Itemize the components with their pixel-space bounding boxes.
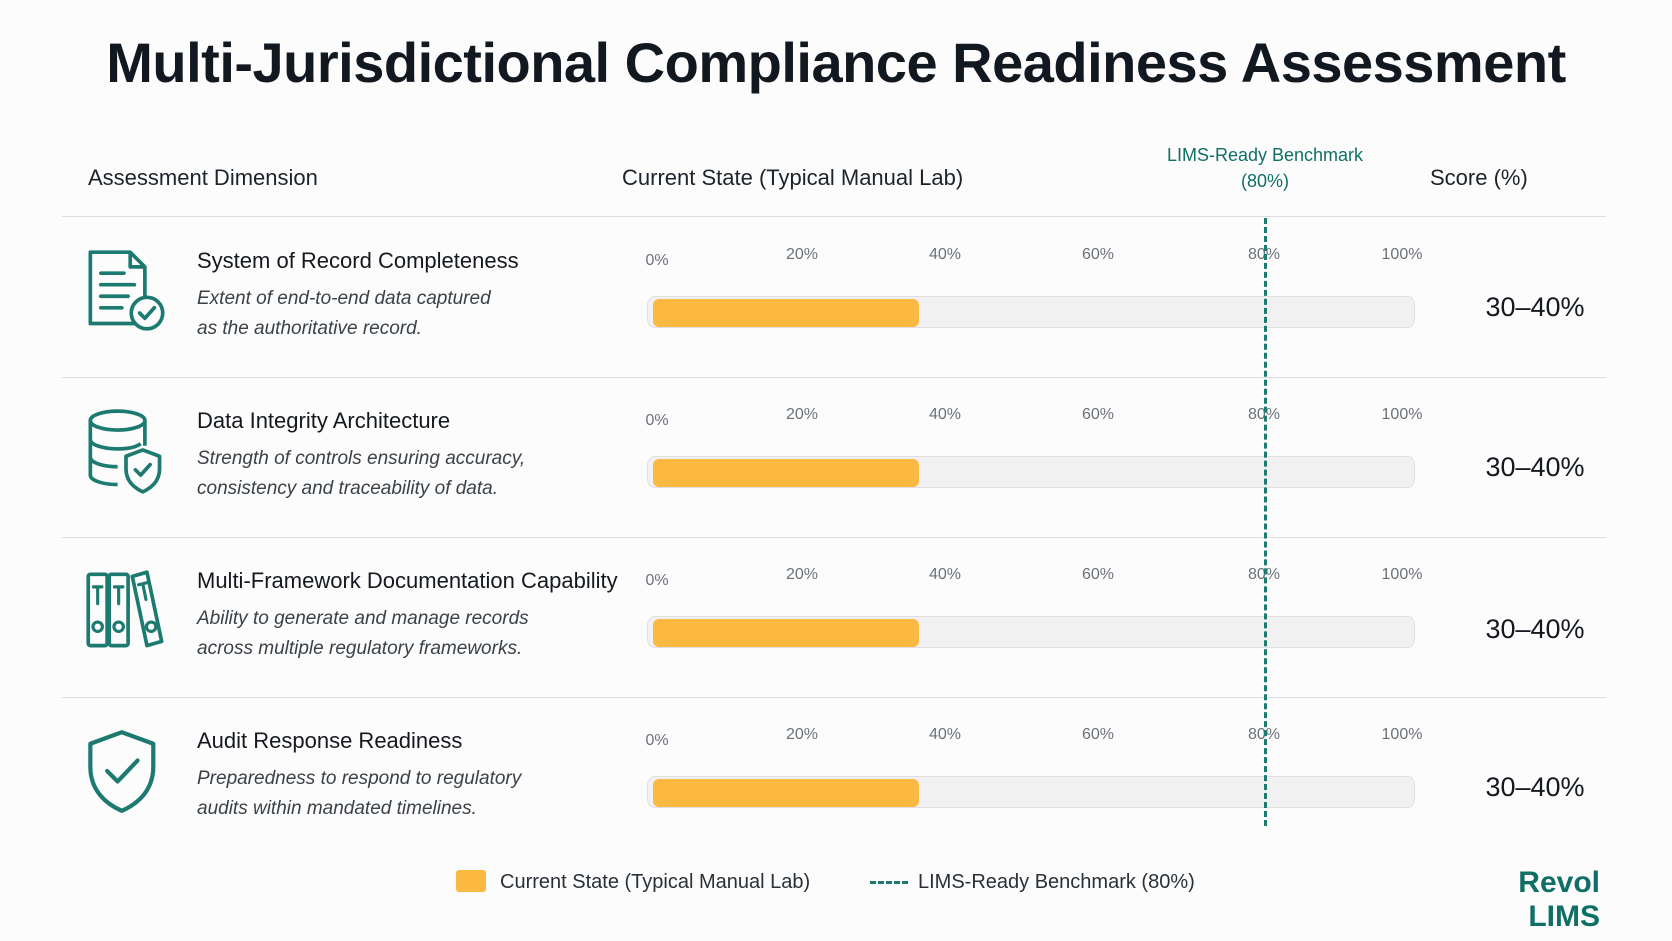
tick-label: 0% [645, 412, 669, 429]
shield-check-icon [86, 728, 166, 814]
bar-current-state [653, 619, 919, 647]
database-shield-icon [86, 408, 166, 494]
bar-track [647, 776, 1415, 808]
benchmark-line [1264, 218, 1267, 826]
tick-label: 40% [928, 566, 962, 583]
bar-track [647, 456, 1415, 488]
header-benchmark-line1: LIMS-Ready Benchmark [1166, 145, 1364, 165]
header-score: Score (%) [1430, 165, 1528, 190]
row-description-line1: Extent of end-to-end data captured [197, 288, 491, 309]
row-divider [62, 377, 1606, 378]
tick-label: 60% [1081, 726, 1115, 743]
row-description-line2: consistency and traceability of data. [197, 478, 499, 499]
header-dimension: Assessment Dimension [88, 165, 318, 190]
bar-current-state [653, 779, 919, 807]
document-check-icon [86, 248, 166, 334]
header-benchmark-line2: (80%) [1240, 171, 1289, 191]
row-title: Audit Response Readiness [197, 728, 463, 753]
tick-label: 20% [785, 406, 819, 423]
row-description: Preparedness to respond to regulatory aud… [197, 764, 597, 824]
row-description-line2: as the authoritative record. [197, 318, 422, 339]
tick-label: 40% [928, 246, 962, 263]
row-description-line2: audits within mandated timelines. [197, 798, 477, 819]
bar-current-state [653, 459, 919, 487]
row-title: Data Integrity Architecture [197, 408, 451, 433]
legend-label-benchmark: LIMS-Ready Benchmark (80%) [918, 871, 1195, 893]
tick-label: 40% [928, 726, 962, 743]
row-description-line1: Ability to generate and manage records [197, 608, 529, 629]
tick-label: 100% [1381, 726, 1423, 743]
row-divider [62, 537, 1606, 538]
bar-track [647, 616, 1415, 648]
header-benchmark: LIMS-Ready Benchmark (80%) [1140, 142, 1390, 194]
chart-row: System of Record Completeness Extent of e… [0, 218, 1672, 378]
legend-dash-benchmark [870, 881, 908, 884]
row-description: Ability to generate and manage records ac… [197, 604, 597, 664]
header-divider [62, 216, 1606, 217]
brand-logo: Revol LIMS [1518, 866, 1600, 933]
tick-label: 20% [785, 566, 819, 583]
tick-label: 100% [1381, 406, 1423, 423]
row-description: Strength of controls ensuring accuracy, c… [197, 444, 597, 504]
chart-row: Audit Response Readiness Preparedness to … [0, 698, 1672, 858]
tick-label: 60% [1081, 406, 1115, 423]
row-score: 30–40% [1485, 772, 1585, 802]
legend-label-current: Current State (Typical Manual Lab) [500, 871, 811, 893]
chart-row: Multi-Framework Documentation Capability… [0, 538, 1672, 698]
binders-icon [86, 568, 166, 654]
tick-label: 0% [645, 252, 669, 269]
row-score: 30–40% [1485, 452, 1585, 482]
tick-label: 60% [1081, 246, 1115, 263]
tick-label: 20% [785, 726, 819, 743]
chart-row: Data Integrity Architecture Strength of c… [0, 378, 1672, 538]
tick-label: 0% [645, 732, 669, 749]
tick-label: 100% [1381, 246, 1423, 263]
bar-track [647, 296, 1415, 328]
row-score: 30–40% [1485, 614, 1585, 644]
header-current-state: Current State (Typical Manual Lab) [622, 165, 964, 190]
row-description: Extent of end-to-end data captured as the… [197, 284, 597, 344]
tick-label: 0% [645, 572, 669, 589]
chart-title: Multi-Jurisdictional Compliance Readines… [106, 31, 1566, 94]
row-description-line1: Preparedness to respond to regulatory [197, 768, 522, 789]
row-description-line1: Strength of controls ensuring accuracy, [197, 448, 526, 469]
row-divider [62, 697, 1606, 698]
tick-label: 40% [928, 406, 962, 423]
tick-label: 60% [1081, 566, 1115, 583]
tick-label: 100% [1381, 566, 1423, 583]
row-description-line2: across multiple regulatory frameworks. [197, 638, 523, 659]
row-score: 30–40% [1485, 292, 1585, 322]
row-title: Multi-Framework Documentation Capability [197, 568, 618, 593]
legend-swatch-current [456, 870, 486, 892]
row-title: System of Record Completeness [197, 248, 519, 273]
tick-label: 20% [785, 246, 819, 263]
bar-current-state [653, 299, 919, 327]
